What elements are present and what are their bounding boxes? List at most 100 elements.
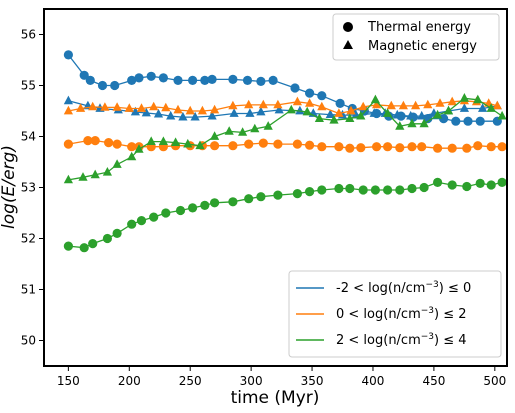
x-tick-label: 250	[179, 374, 202, 388]
thermal-legend-marker	[343, 22, 353, 32]
series-0-thermal-point	[173, 75, 183, 85]
series-1-magnetic-point	[210, 104, 220, 114]
series-2-thermal-point	[462, 181, 472, 192]
series-1-thermal-point	[63, 139, 73, 149]
series-2-thermal-point	[433, 177, 443, 187]
series-1-thermal-point	[273, 139, 283, 149]
series-2-magnetic-point	[183, 138, 193, 148]
marker-legend-box	[332, 13, 500, 61]
series-2-thermal-point	[334, 183, 344, 194]
series-2-magnetic-point	[383, 108, 393, 117]
series-0-thermal-point	[134, 73, 144, 83]
series-1-thermal-point	[104, 138, 114, 148]
series-2-magnetic-point	[102, 167, 112, 176]
series-1-thermal-point	[90, 136, 100, 146]
series-2-magnetic-point	[127, 151, 137, 161]
series-2-thermal-point	[475, 178, 485, 188]
series-2-thermal-point	[244, 194, 254, 204]
series-2-thermal-point	[345, 183, 355, 194]
series-1-magnetic-point	[244, 99, 254, 109]
series-0-thermal-point	[146, 71, 156, 81]
series-1-thermal-point	[305, 140, 315, 150]
series-1-magnetic-point	[273, 99, 283, 109]
series-0-thermal-point	[228, 74, 238, 84]
series-2-magnetic-point	[345, 113, 355, 122]
x-tick-label: 500	[483, 374, 506, 388]
series-2-magnetic-point	[195, 140, 205, 150]
series-2-magnetic-point	[90, 169, 100, 179]
series-0-magnetic-point	[274, 104, 284, 114]
series-0-magnetic-point	[63, 95, 73, 105]
series-2-thermal-point	[395, 185, 405, 195]
series-0-thermal-point	[97, 80, 108, 91]
series-2-magnetic-point	[459, 93, 469, 102]
series-1-thermal-point	[244, 139, 254, 149]
data-series	[63, 50, 507, 253]
y-tick-label: 56	[21, 28, 36, 42]
marker-legend: Thermal energy Magnetic energy	[332, 13, 500, 61]
series-2-magnetic-point	[134, 144, 144, 153]
series-0-magnetic-point	[229, 108, 239, 117]
series-1-magnetic-point	[136, 103, 147, 112]
series-2-magnetic-point	[263, 121, 273, 130]
density-legend-box	[288, 270, 502, 358]
series-2-thermal-point	[292, 189, 302, 199]
series-1-magnetic-point	[292, 96, 302, 106]
series-0-magnetic-point	[141, 107, 151, 117]
series-2-thermal-point	[256, 192, 266, 202]
series-2-thermal-point	[317, 185, 327, 195]
series-2-magnetic-point	[443, 105, 454, 115]
series-1-thermal-point	[486, 142, 496, 152]
series-0-magnetic-point	[190, 111, 200, 121]
series-1-magnetic-point	[100, 102, 110, 111]
series-1-magnetic-point	[185, 105, 195, 115]
y-tick-label: 52	[21, 232, 36, 246]
series-2-thermal-point	[497, 177, 507, 187]
density-legend-label-1: 0 < log(n/cm−3) ≤ 2	[336, 306, 467, 322]
series-0-thermal-point	[268, 75, 278, 85]
series-1-magnetic-point	[423, 99, 433, 109]
series-1-magnetic-point	[197, 105, 207, 115]
series-1-thermal-point	[334, 142, 344, 152]
series-0-thermal-point	[242, 75, 253, 85]
series-0-magnetic-point	[178, 111, 188, 121]
magnetic-legend-marker	[343, 40, 353, 49]
series-0-magnetic-point	[245, 108, 255, 117]
series-2-thermal-line	[68, 181, 503, 249]
series-1-thermal-point	[417, 142, 427, 152]
series-0-magnetic-point	[130, 106, 140, 116]
series-1-thermal-point	[258, 138, 268, 148]
series-2-magnetic-line	[68, 97, 503, 181]
series-2-magnetic-point	[63, 174, 73, 184]
series-0-thermal-point	[423, 114, 433, 124]
series-0-magnetic-point	[478, 103, 488, 112]
series-0-thermal-point	[408, 112, 418, 122]
series-2-magnetic-point	[286, 104, 296, 114]
series-2-magnetic-point	[329, 115, 339, 124]
thermal-legend-label: Thermal energy	[367, 20, 471, 35]
y-tick-label: 51	[21, 283, 36, 297]
series-0-thermal-point	[79, 70, 89, 80]
series-0-thermal-point	[110, 80, 120, 91]
series-2-magnetic-point	[146, 136, 156, 145]
series-0-magnetic-point	[166, 110, 176, 120]
density-legend-label-0: -2 < log(n/cm−3) ≤ 0	[336, 280, 471, 296]
series-1-thermal-point	[228, 141, 238, 151]
series-0-thermal-point	[372, 108, 382, 119]
x-tick-label: 350	[301, 374, 324, 388]
x-tick-label: 200	[118, 374, 141, 388]
series-2-thermal-point	[161, 208, 171, 218]
series-1-thermal-point	[497, 142, 507, 152]
magnetic-legend-label: Magnetic energy	[368, 39, 477, 54]
series-2-thermal-point	[273, 190, 283, 200]
x-tick-label: 150	[57, 374, 80, 388]
series-2-magnetic-point	[158, 136, 168, 145]
series-0-thermal-point	[317, 91, 327, 101]
series-0-thermal-point	[475, 116, 485, 126]
series-0-thermal-point	[305, 88, 315, 98]
series-1-magnetic-line	[68, 100, 498, 115]
series-1-magnetic-point	[317, 101, 327, 111]
series-1-magnetic-point	[435, 98, 445, 107]
series-1-magnetic-point	[124, 103, 134, 112]
